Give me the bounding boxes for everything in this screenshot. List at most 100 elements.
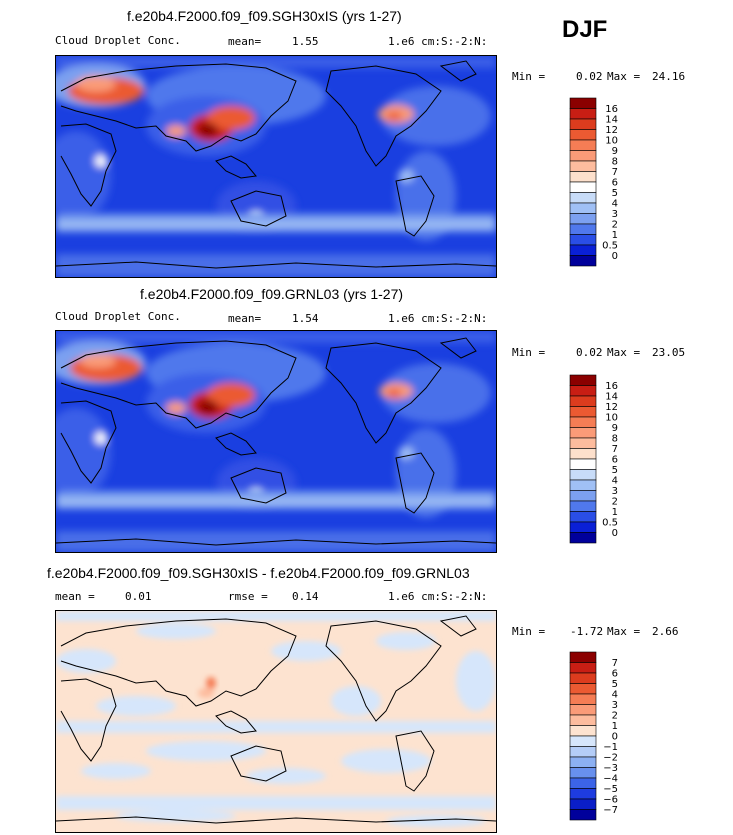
colorbar3-tick-label: −6 [603, 795, 618, 806]
colorbar3-tick-label: 2 [612, 711, 618, 722]
colorbar1-tick-label: 12 [605, 125, 618, 136]
colorbar2-swatch-6 [569, 437, 597, 449]
colorbar2-tick-label: 7 [612, 444, 618, 455]
colorbar2-swatch-14 [569, 521, 597, 533]
panel3-mean-value: 0.01 [125, 590, 152, 603]
panel3-field [56, 611, 496, 832]
colorbar3-tick-label: 1 [612, 721, 618, 732]
colorbar3-swatch-12 [569, 777, 597, 789]
colorbar2-tick-label: 1 [612, 507, 618, 518]
panel3-rmse-label: rmse = [228, 590, 268, 603]
colorbar2-tick-label: 0.5 [602, 518, 618, 529]
colorbar2-swatch-0 [569, 374, 597, 386]
panel2-field [56, 331, 496, 552]
panel2-mean-value: 1.54 [292, 312, 319, 325]
colorbar3-swatch-2 [569, 672, 597, 684]
panel2-max-label: Max = [607, 346, 641, 359]
colorbar2-swatch-5 [569, 427, 597, 439]
colorbar2-swatch-12 [569, 500, 597, 512]
colorbar1-tick-label: 8 [612, 157, 618, 168]
colorbar2-swatch-15 [569, 532, 597, 544]
colorbar1-tick-label: 5 [612, 188, 618, 199]
colorbar1-swatch-10 [569, 202, 597, 214]
colorbar1-tick-label: 7 [612, 167, 618, 178]
panel2-colorbar: 16 14 12 10 9 8 7 6 5 4 3 2 1 0.5 0 [569, 374, 630, 547]
panel1-variable: Cloud Droplet Conc. [55, 34, 181, 47]
colorbar1-swatch-11 [569, 213, 597, 225]
colorbar1-swatch-6 [569, 160, 597, 172]
colorbar1-swatch-7 [569, 171, 597, 183]
panel3-colorbar: 7 6 5 4 3 2 1 0 −1 −2 −3 −4 −5 −6 −7 [569, 651, 630, 824]
colorbar3-tick-label: 5 [612, 679, 618, 690]
colorbar3-tick-label: −5 [603, 784, 618, 795]
colorbar3-tick-label: −2 [603, 753, 618, 764]
colorbar3-swatch-14 [569, 798, 597, 810]
colorbar1-tick-label: 10 [605, 136, 618, 147]
colorbar3-tick-label: −4 [603, 774, 618, 785]
colorbar1-tick-label: 0.5 [602, 241, 618, 252]
colorbar2-swatch-7 [569, 448, 597, 460]
colorbar2-swatch-13 [569, 511, 597, 523]
colorbar2-swatch-9 [569, 469, 597, 481]
panel3-min-value: -1.72 [570, 625, 604, 638]
panel1-mean-label: mean= [228, 35, 262, 48]
colorbar2-swatch-10 [569, 479, 597, 491]
colorbar1-tick-label: 3 [612, 209, 618, 220]
colorbar2-swatch-8 [569, 458, 597, 470]
panel2-map [55, 330, 497, 553]
colorbar3-swatch-13 [569, 788, 597, 800]
panel2-title: f.e20b4.F2000.f09_f09.GRNL03 (yrs 1-27) [140, 286, 404, 302]
colorbar2-swatch-3 [569, 406, 597, 418]
colorbar2-tick-label: 8 [612, 434, 618, 445]
colorbar3-swatch-7 [569, 725, 597, 737]
colorbar3-swatch-6 [569, 714, 597, 726]
colorbar1-swatch-13 [569, 234, 597, 246]
panel2-max-value: 23.05 [652, 346, 686, 359]
colorbar1-swatch-15 [569, 255, 597, 267]
colorbar2-swatch-11 [569, 490, 597, 502]
colorbar1-tick-label: 16 [605, 104, 618, 115]
panel3-mean-label: mean = [55, 590, 95, 603]
panel3-map [55, 610, 497, 833]
colorbar3-swatch-3 [569, 683, 597, 695]
colorbar1-swatch-3 [569, 129, 597, 141]
panel1-min-label: Min = [512, 70, 546, 83]
colorbar2-tick-label: 14 [605, 392, 618, 403]
panel3-max-value: 2.66 [652, 625, 679, 638]
colorbar2-tick-label: 0 [612, 528, 618, 539]
panel2-min-label: Min = [512, 346, 546, 359]
colorbar3-tick-label: 4 [612, 690, 618, 701]
panel1-colorbar: 16 14 12 10 9 8 7 6 5 4 3 2 1 0.5 0 [569, 97, 630, 270]
colorbar3-swatch-1 [569, 662, 597, 674]
colorbar3-swatch-5 [569, 704, 597, 716]
colorbar3-tick-label: 6 [612, 669, 618, 680]
colorbar1-tick-label: 1 [612, 230, 618, 241]
colorbar3-swatch-8 [569, 735, 597, 747]
season-label: DJF [562, 16, 608, 43]
colorbar1-swatch-9 [569, 192, 597, 204]
panel3-title: f.e20b4.F2000.f09_f09.SGH30xIS - f.e20b4… [47, 565, 470, 581]
panel3-units: 1.e6 cm:S:-2:N: [388, 590, 488, 603]
panel2-units: 1.e6 cm:S:-2:N: [388, 312, 488, 325]
panel1-mean-value: 1.55 [292, 35, 319, 48]
colorbar1-swatch-0 [569, 97, 597, 109]
panel2-variable: Cloud Droplet Conc. [55, 310, 181, 323]
panel1-map [55, 55, 497, 278]
colorbar1-swatch-14 [569, 244, 597, 256]
colorbar3-swatch-10 [569, 756, 597, 768]
colorbar2-tick-label: 3 [612, 486, 618, 497]
colorbar1-tick-label: 0 [612, 251, 618, 262]
colorbar2-swatch-1 [569, 385, 597, 397]
panel3-rmse-value: 0.14 [292, 590, 319, 603]
panel1-title: f.e20b4.F2000.f09_f09.SGH30xIS (yrs 1-27… [127, 8, 402, 24]
panel1-min-value: 0.02 [576, 70, 603, 83]
colorbar3-swatch-9 [569, 746, 597, 758]
colorbar1-swatch-12 [569, 223, 597, 235]
colorbar1-swatch-8 [569, 181, 597, 193]
panel1-max-label: Max = [607, 70, 641, 83]
colorbar3-swatch-15 [569, 809, 597, 821]
colorbar1-tick-label: 6 [612, 178, 618, 189]
